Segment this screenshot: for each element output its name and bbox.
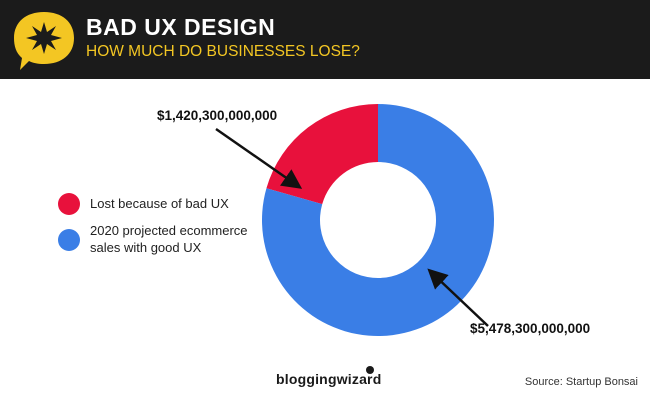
- header-banner: BAD UX DESIGN HOW MUCH DO BUSINESSES LOS…: [0, 0, 650, 79]
- arrow-good: [427, 268, 489, 327]
- brand-logo: bloggingwizard: [276, 371, 382, 387]
- brand-logo-mark: [366, 366, 374, 374]
- page-title: BAD UX DESIGN: [86, 14, 276, 40]
- arrow-lost: [215, 127, 303, 189]
- slice-value-label-good: $5,478,300,000,000: [470, 321, 591, 336]
- legend-label-good-line1: 2020 projected ecommerce: [90, 223, 248, 238]
- legend-swatch-good: [58, 229, 80, 251]
- legend-label-lost: Lost because of bad UX: [90, 196, 229, 211]
- slice-lost: [266, 104, 378, 205]
- slice-value-label-lost: $1,420,300,000,000: [157, 108, 278, 123]
- source-note: Source: Startup Bonsai: [524, 376, 638, 388]
- donut-chart: [215, 104, 495, 336]
- page-subtitle: HOW MUCH DO BUSINESSES LOSE?: [86, 43, 360, 60]
- starburst-icon: [14, 12, 74, 70]
- legend-swatch-lost: [58, 193, 80, 215]
- legend-label-good-line2: sales with good UX: [90, 240, 202, 255]
